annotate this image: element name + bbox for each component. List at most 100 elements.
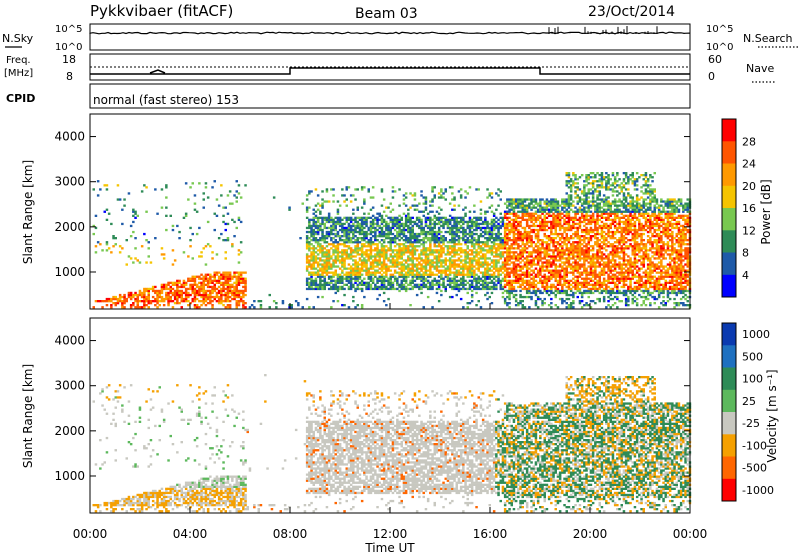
heatmap-cell: [99, 300, 102, 303]
heatmap-cell: [312, 237, 315, 240]
heatmap-cell: [429, 269, 432, 272]
heatmap-cell: [220, 184, 223, 187]
heatmap-cell: [356, 206, 359, 209]
heatmap-cell: [464, 241, 467, 244]
heatmap-cell: [453, 222, 456, 226]
heatmap-cell: [391, 259, 395, 262]
heatmap-cell: [334, 228, 337, 232]
heatmap-cell: [470, 241, 474, 244]
heatmap-cell: [534, 206, 538, 209]
heatmap-cell: [352, 283, 355, 286]
heatmap-cell: [418, 235, 421, 238]
heatmap-cell: [594, 257, 597, 260]
heatmap-cell: [323, 216, 326, 219]
heatmap-cell: [583, 291, 586, 295]
heatmap-cell: [314, 259, 318, 262]
heatmap-cell: [378, 241, 381, 244]
heatmap-cell: [382, 291, 386, 295]
heatmap-cell: [543, 273, 546, 276]
heatmap-cell: [561, 253, 564, 256]
heatmap-cell: [193, 202, 197, 205]
heatmap-cell: [451, 198, 454, 201]
heatmap-cell: [226, 222, 230, 226]
heatmap-cell: [173, 297, 177, 301]
heatmap-cell: [402, 245, 406, 248]
heatmap-cell: [519, 198, 522, 201]
heatmap-cell: [497, 261, 500, 264]
heatmap-cell: [389, 287, 392, 291]
heatmap-cell: [347, 279, 351, 282]
heatmap-cell: [492, 241, 496, 244]
heatmap-cell: [424, 271, 428, 274]
heatmap-cell: [539, 273, 542, 276]
heatmap-cell: [596, 255, 599, 258]
heatmap-cell: [495, 208, 498, 211]
heatmap-cell: [356, 249, 359, 252]
heatmap-cell: [451, 239, 454, 242]
heatmap-cell: [541, 304, 544, 307]
heatmap-cell: [569, 293, 573, 297]
heatmap-cell: [323, 263, 326, 266]
heatmap-cell: [495, 261, 498, 264]
heatmap-cell: [539, 259, 542, 262]
heatmap-cell: [143, 289, 146, 293]
heatmap-cell: [435, 255, 439, 258]
heatmap-cell: [453, 267, 456, 270]
heatmap-cell: [389, 218, 392, 221]
heatmap-cell: [415, 239, 419, 242]
heatmap-cell: [503, 232, 507, 236]
heatmap-cell: [539, 206, 542, 209]
heatmap-cell: [479, 265, 483, 268]
heatmap-cell: [413, 208, 417, 211]
heatmap-cell: [330, 228, 333, 232]
heatmap-cell: [459, 279, 463, 282]
heatmap-cell: [400, 253, 403, 256]
heatmap-cell: [400, 237, 403, 240]
heatmap-cell: [448, 239, 452, 242]
heatmap-cell: [486, 196, 489, 199]
heatmap-cell: [189, 277, 192, 280]
heatmap-cell: [112, 235, 115, 238]
heatmap-cell: [105, 188, 109, 191]
heatmap-cell: [583, 283, 586, 286]
heatmap-cell: [506, 289, 509, 293]
heatmap-cell: [400, 269, 403, 272]
heatmap-cell: [162, 300, 166, 303]
heatmap-cell: [400, 287, 403, 291]
heatmap-cell: [499, 239, 502, 242]
heatmap-cell: [484, 228, 487, 232]
heatmap-cell: [402, 277, 406, 280]
heatmap-cell: [418, 218, 421, 221]
heatmap-cell: [345, 257, 348, 260]
heatmap-cell: [534, 249, 538, 252]
heatmap-cell: [517, 243, 520, 246]
heatmap-cell: [239, 220, 243, 224]
heatmap-cell: [422, 232, 425, 236]
heatmap-cell: [455, 281, 458, 284]
heatmap-cell: [193, 281, 197, 284]
heatmap-cell: [446, 265, 450, 268]
heatmap-cell: [193, 291, 197, 295]
heatmap-cell: [363, 222, 366, 226]
heatmap-cell: [354, 188, 357, 191]
heatmap-cell: [389, 283, 392, 286]
heatmap-cell: [578, 235, 582, 238]
heatmap-cell: [556, 289, 560, 293]
heatmap-cell: [464, 196, 467, 199]
heatmap-cell: [556, 247, 560, 250]
heatmap-cell: [591, 176, 595, 179]
heatmap-cell: [347, 228, 351, 232]
heatmap-cell: [572, 216, 575, 219]
heatmap-cell: [178, 285, 181, 289]
heatmap-cell: [530, 259, 533, 262]
heatmap-cell: [580, 214, 584, 217]
heatmap-cell: [567, 206, 571, 209]
heatmap-cell: [389, 232, 392, 236]
heatmap-cell: [391, 281, 395, 284]
heatmap-cell: [321, 269, 324, 272]
heatmap-cell: [239, 300, 243, 303]
heatmap-cell: [451, 247, 454, 250]
heatmap-cell: [569, 279, 573, 282]
heatmap-cell: [523, 218, 527, 221]
heatmap-cell: [347, 267, 351, 270]
